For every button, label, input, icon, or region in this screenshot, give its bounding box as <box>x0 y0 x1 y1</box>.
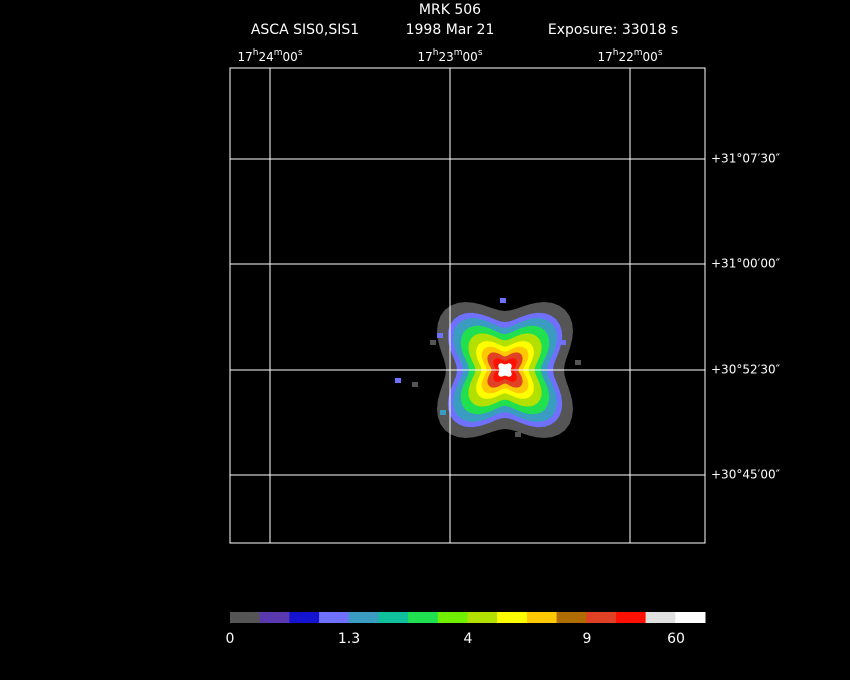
colorbar-swatch <box>497 612 528 623</box>
coordinate-grid <box>230 68 705 543</box>
ra-value: 00 <box>463 50 478 64</box>
instrument: ASCA SIS0,SIS1 <box>251 22 359 38</box>
ra-unit: s <box>478 48 483 58</box>
exposure: Exposure: 33018 s <box>548 22 678 38</box>
colorbar-swatch <box>467 612 498 623</box>
colorbar-swatch <box>408 612 439 623</box>
colorbar-swatch <box>615 612 647 623</box>
ra-unit: s <box>298 48 303 58</box>
ra-value: 17 <box>417 50 432 64</box>
speckle <box>437 333 443 338</box>
dec-label: +30°45′00″ <box>711 468 781 482</box>
colorbar-swatch <box>675 612 706 623</box>
colorbar-label: 9 <box>583 631 592 647</box>
speckle <box>560 340 566 345</box>
colorbar-swatch <box>586 612 617 623</box>
colorbar-swatch <box>259 612 290 623</box>
colorbar-swatch <box>526 612 558 623</box>
ra-value: 17 <box>237 50 252 64</box>
colorbar-label: 4 <box>464 631 473 647</box>
ra-unit: h <box>613 48 619 58</box>
speckle <box>515 432 521 437</box>
dec-label: +31°00′00″ <box>711 257 781 271</box>
ra-label: 17h23m00s <box>417 48 482 64</box>
speckle <box>430 340 436 345</box>
speckle <box>395 378 401 383</box>
colorbar-swatch <box>437 612 468 623</box>
ra-label: 17h22m00s <box>597 48 662 64</box>
ra-unit: m <box>454 48 463 58</box>
colorbar-swatch <box>319 612 350 623</box>
ra-value: 00 <box>643 50 658 64</box>
source-emission <box>395 298 581 438</box>
colorbar-swatch <box>556 612 587 623</box>
date: 1998 Mar 21 <box>406 22 495 38</box>
title: MRK 506 <box>419 2 481 18</box>
colorbar-swatch <box>348 612 379 623</box>
speckle <box>575 360 581 365</box>
colorbar-label: 0 <box>226 631 235 647</box>
speckle <box>500 298 506 303</box>
ra-unit: m <box>274 48 283 58</box>
colorbar: 0 1.3 4 9 60 <box>226 612 706 647</box>
ra-unit: h <box>433 48 439 58</box>
dec-label: +30°52′30″ <box>711 363 781 377</box>
axis-labels: 17h24m00s 17h23m00s 17h22m00s+31°07′30″+31… <box>237 48 780 482</box>
speckle <box>475 305 481 310</box>
colorbar-swatch <box>230 612 261 623</box>
speckle <box>412 382 418 387</box>
ra-value: 17 <box>597 50 612 64</box>
ra-unit: h <box>253 48 259 58</box>
ra-value: 23 <box>438 50 453 64</box>
ra-label: 17h24m00s <box>237 48 302 64</box>
ra-value: 24 <box>258 50 273 64</box>
ra-unit: m <box>634 48 643 58</box>
colorbar-swatch <box>289 612 320 623</box>
dec-label: +31°07′30″ <box>711 152 781 166</box>
ra-unit: s <box>658 48 663 58</box>
ra-value: 00 <box>283 50 298 64</box>
colorbar-swatch <box>645 612 676 623</box>
speckle <box>440 410 446 415</box>
image-frame <box>229 67 706 544</box>
colorbar-label: 60 <box>667 631 685 647</box>
ra-value: 22 <box>618 50 633 64</box>
colorbar-label: 1.3 <box>338 631 360 647</box>
colorbar-swatch <box>378 612 409 623</box>
